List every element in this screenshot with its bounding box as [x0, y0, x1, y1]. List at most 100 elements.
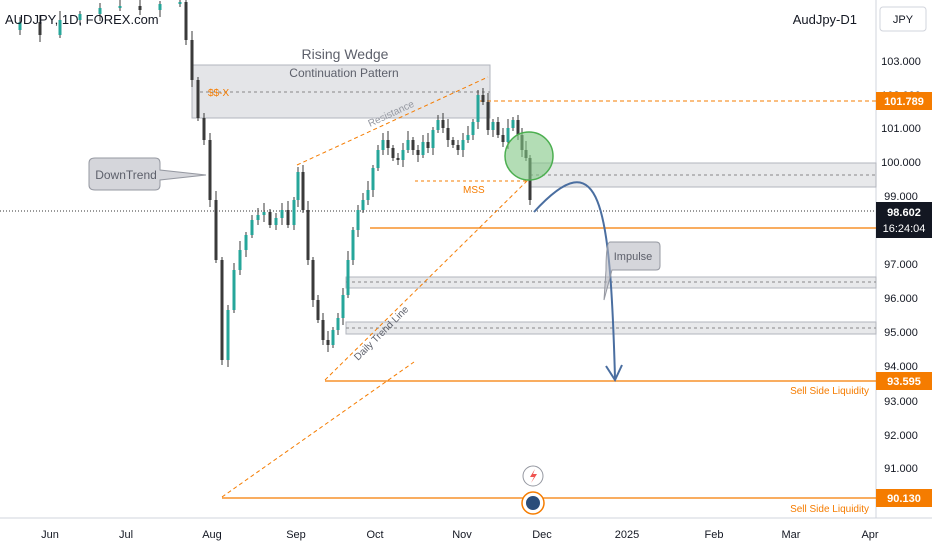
- price-tick-label: 91.000: [884, 463, 918, 475]
- candle-body: [256, 215, 260, 220]
- candle-body: [326, 340, 330, 345]
- candle-body: [226, 310, 230, 360]
- candle-body: [238, 250, 242, 270]
- candle-body: [441, 120, 445, 128]
- candle-body: [268, 212, 272, 225]
- candle-body: [451, 140, 455, 145]
- candle-body: [18, 22, 22, 30]
- candle-body: [426, 142, 430, 148]
- candle-body: [371, 168, 375, 190]
- resistance-line[interactable]: [296, 76, 489, 166]
- price-scale-area[interactable]: [876, 0, 932, 518]
- tag-90130-text: 90.130: [887, 493, 921, 505]
- candle-body: [481, 95, 485, 102]
- impulse-label: Impulse: [614, 251, 653, 263]
- price-tick-label: 100.000: [881, 157, 921, 169]
- chart-label: AudJpy-D1: [793, 12, 857, 27]
- candle-body: [244, 235, 248, 250]
- price-tick-label: 93.000: [884, 396, 918, 408]
- daily-trend-line[interactable]: [324, 177, 531, 381]
- price-tick-label: 94.000: [884, 361, 918, 373]
- candle-body: [208, 140, 212, 200]
- candle-body: [361, 200, 365, 210]
- candle-body: [158, 4, 162, 10]
- candle-body: [431, 130, 435, 148]
- impulse-arrow-path: [533, 181, 616, 379]
- candle-body: [436, 120, 440, 130]
- candle-body: [391, 148, 395, 158]
- candle-body: [421, 142, 425, 155]
- candle-body: [386, 140, 390, 148]
- candle-body: [416, 150, 420, 155]
- candle-body: [190, 40, 194, 80]
- candle-body: [486, 102, 490, 130]
- tag-93595-text: 93.595: [887, 376, 921, 388]
- plot-area[interactable]: [0, 0, 876, 518]
- tag-101789-text: 101.789: [884, 96, 924, 108]
- downtrend-callout: [88, 157, 207, 191]
- price-tick-label: 103.000: [881, 56, 921, 68]
- candle-body: [351, 230, 355, 260]
- price-tick-label: 101.000: [881, 123, 921, 135]
- time-ticks: Jun Jul Aug Sep Oct Nov Dec 2025 Feb Mar Apr: [41, 529, 879, 541]
- time-tick-label: 2025: [615, 529, 639, 541]
- candle-body: [250, 220, 254, 235]
- candle-body: [301, 172, 305, 210]
- lightning-icon: [530, 469, 537, 483]
- tag-93595[interactable]: [876, 372, 932, 390]
- sell-side-label-1: Sell Side Liquidity: [790, 386, 869, 397]
- wedge-subtitle: Continuation Pattern: [289, 66, 398, 80]
- time-tick-label: Feb: [705, 529, 724, 541]
- candle-body: [501, 135, 505, 142]
- price-tick-label: 99.000: [884, 191, 918, 203]
- candle-body: [381, 140, 385, 150]
- candle-body: [311, 260, 315, 300]
- candle-body: [292, 200, 296, 225]
- candle-body: [262, 212, 266, 215]
- candle-body: [202, 118, 206, 140]
- candle-body: [280, 210, 284, 218]
- wedge-title: Rising Wedge: [302, 46, 389, 62]
- time-tick-label: Oct: [366, 529, 383, 541]
- candle-body: [456, 145, 460, 150]
- sell-side-label-2: Sell Side Liquidity: [790, 504, 869, 515]
- candle-body: [346, 260, 350, 295]
- candle-body: [38, 22, 42, 35]
- candle-body: [306, 210, 310, 260]
- candle-body: [184, 2, 188, 40]
- candle-body: [78, 14, 82, 20]
- tag-current[interactable]: [876, 202, 932, 238]
- time-tick-label: Aug: [202, 529, 222, 541]
- time-tick-label: Mar: [782, 529, 801, 541]
- candle-body: [506, 128, 510, 142]
- candle-body: [396, 158, 400, 160]
- candle-body: [401, 150, 405, 160]
- candle-body: [331, 330, 335, 345]
- candle-body: [376, 150, 380, 168]
- candle-body: [196, 80, 200, 118]
- currency-button[interactable]: [879, 6, 927, 32]
- candle-body: [98, 8, 102, 14]
- tag-101789[interactable]: [876, 92, 932, 110]
- candle-body: [411, 140, 415, 150]
- price-tick-label: 97.000: [884, 259, 918, 271]
- ssl-x-label: $$-X: [208, 88, 229, 99]
- currency-label: JPY: [893, 14, 914, 26]
- candle-body: [476, 95, 480, 122]
- time-tick-label: Dec: [532, 529, 552, 541]
- candle-body: [214, 200, 218, 260]
- symbol-title[interactable]: AUDJPY, 1D, FOREX.com: [5, 12, 159, 27]
- time-tick-label: Jun: [41, 529, 59, 541]
- time-tick-label: Sep: [286, 529, 306, 541]
- candle-body: [516, 120, 520, 135]
- tag-90130[interactable]: [876, 489, 932, 507]
- time-tick-label: Jul: [119, 529, 133, 541]
- candle-body: [220, 260, 224, 360]
- candle-body: [406, 140, 410, 150]
- candle-body: [118, 6, 122, 8]
- candle-body: [496, 122, 500, 135]
- time-tick-label: Nov: [452, 529, 472, 541]
- candle-body: [274, 218, 278, 225]
